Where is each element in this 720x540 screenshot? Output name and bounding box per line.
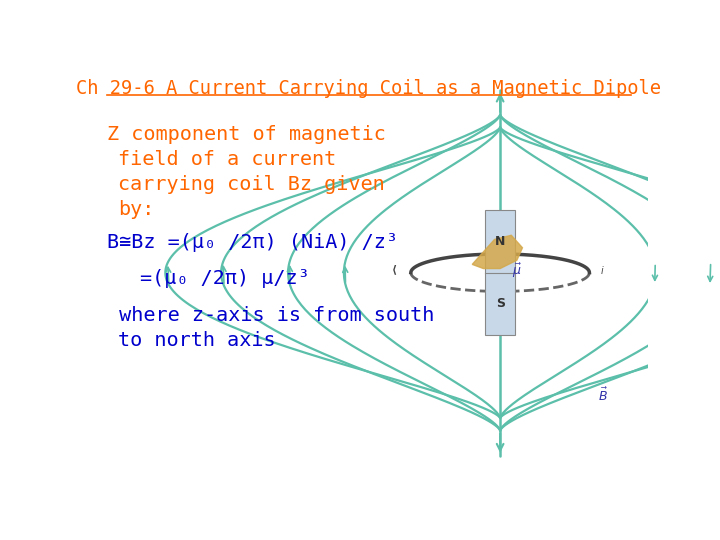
Text: i: i bbox=[600, 266, 603, 275]
Text: where z-axis is from south: where z-axis is from south bbox=[107, 306, 434, 325]
Text: $\vec{\mu}$: $\vec{\mu}$ bbox=[513, 261, 522, 280]
Bar bbox=[485, 211, 516, 335]
Text: carrying coil Bz given: carrying coil Bz given bbox=[118, 175, 384, 194]
Text: by:: by: bbox=[118, 200, 154, 219]
Text: to north axis: to north axis bbox=[118, 331, 276, 350]
Text: S: S bbox=[495, 298, 505, 310]
Text: N: N bbox=[495, 235, 505, 248]
Text: $\mathbf{\langle}$: $\mathbf{\langle}$ bbox=[392, 264, 397, 278]
Text: field of a current: field of a current bbox=[118, 150, 336, 169]
Text: Ch 29-6 A Current Carrying Coil as a Magnetic Dipole: Ch 29-6 A Current Carrying Coil as a Mag… bbox=[76, 79, 662, 98]
Text: $\vec{B}$: $\vec{B}$ bbox=[598, 387, 608, 404]
Polygon shape bbox=[472, 235, 523, 268]
Text: B≅Bz =(μ₀ /2π) (NiA) /z³: B≅Bz =(μ₀ /2π) (NiA) /z³ bbox=[107, 233, 397, 252]
Text: =(μ₀ /2π) μ/z³: =(μ₀ /2π) μ/z³ bbox=[140, 268, 310, 287]
Text: Z component of magnetic: Z component of magnetic bbox=[107, 125, 386, 144]
